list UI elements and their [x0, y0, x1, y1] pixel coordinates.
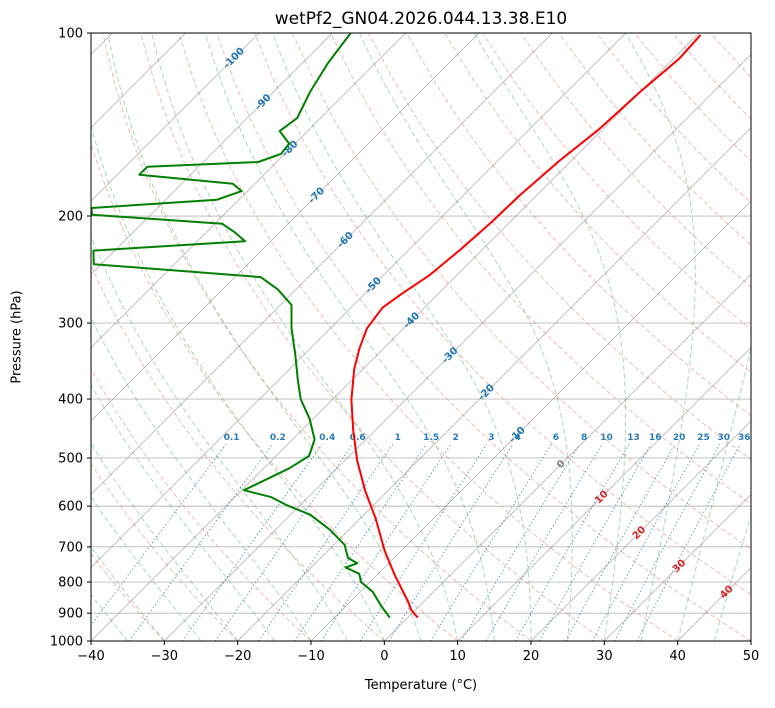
svg-text:16: 16 [649, 433, 662, 443]
svg-text:−20: −20 [224, 649, 251, 664]
svg-text:0.6: 0.6 [350, 433, 366, 443]
svg-text:30: 30 [596, 649, 613, 664]
svg-text:50: 50 [743, 649, 760, 664]
svg-text:20: 20 [523, 649, 540, 664]
y-axis-label: Pressure (hPa) [9, 290, 25, 384]
svg-text:1000: 1000 [50, 635, 83, 650]
svg-text:30: 30 [671, 558, 689, 576]
svg-text:6: 6 [553, 433, 559, 443]
svg-text:300: 300 [58, 317, 83, 332]
svg-text:2: 2 [452, 433, 458, 443]
svg-text:40: 40 [718, 584, 736, 602]
svg-text:-70: -70 [307, 185, 328, 206]
svg-text:0: 0 [380, 649, 388, 664]
svg-text:0.1: 0.1 [224, 433, 240, 443]
svg-text:−40: −40 [77, 649, 104, 664]
svg-text:0: 0 [555, 458, 568, 471]
svg-text:-10: -10 [507, 425, 528, 446]
svg-text:400: 400 [58, 393, 83, 408]
svg-text:1.5: 1.5 [423, 433, 439, 443]
svg-text:500: 500 [58, 451, 83, 466]
svg-text:36: 36 [738, 433, 751, 443]
svg-text:−10: −10 [297, 649, 324, 664]
svg-text:30: 30 [717, 433, 730, 443]
svg-text:10: 10 [600, 433, 613, 443]
svg-text:20: 20 [631, 524, 649, 542]
svg-text:600: 600 [58, 500, 83, 515]
svg-text:-20: -20 [476, 382, 497, 403]
svg-text:13: 13 [627, 433, 640, 443]
svg-text:900: 900 [58, 607, 83, 622]
svg-text:-30: -30 [440, 345, 461, 366]
svg-text:−30: −30 [151, 649, 178, 664]
svg-text:4: 4 [514, 433, 520, 443]
svg-text:-40: -40 [402, 310, 423, 331]
svg-text:25: 25 [697, 433, 710, 443]
svg-text:3: 3 [488, 433, 494, 443]
svg-text:40: 40 [669, 649, 686, 664]
svg-text:-100: -100 [221, 46, 247, 72]
svg-text:-50: -50 [363, 275, 384, 296]
svg-text:10: 10 [449, 649, 466, 664]
svg-text:100: 100 [58, 27, 83, 42]
svg-text:-60: -60 [335, 230, 356, 251]
chart-title: wetPf2_GN04.2026.044.13.38.E10 [274, 9, 568, 29]
svg-text:20: 20 [673, 433, 686, 443]
svg-text:0.4: 0.4 [319, 433, 335, 443]
svg-text:-80: -80 [280, 139, 301, 160]
svg-text:1: 1 [395, 433, 401, 443]
svg-text:200: 200 [58, 210, 83, 225]
svg-text:700: 700 [58, 540, 83, 555]
x-axis-label: Temperature (°C) [364, 678, 478, 693]
svg-text:8: 8 [581, 433, 587, 443]
svg-text:0.2: 0.2 [270, 433, 286, 443]
svg-text:-90: -90 [253, 92, 274, 113]
svg-text:800: 800 [58, 576, 83, 591]
